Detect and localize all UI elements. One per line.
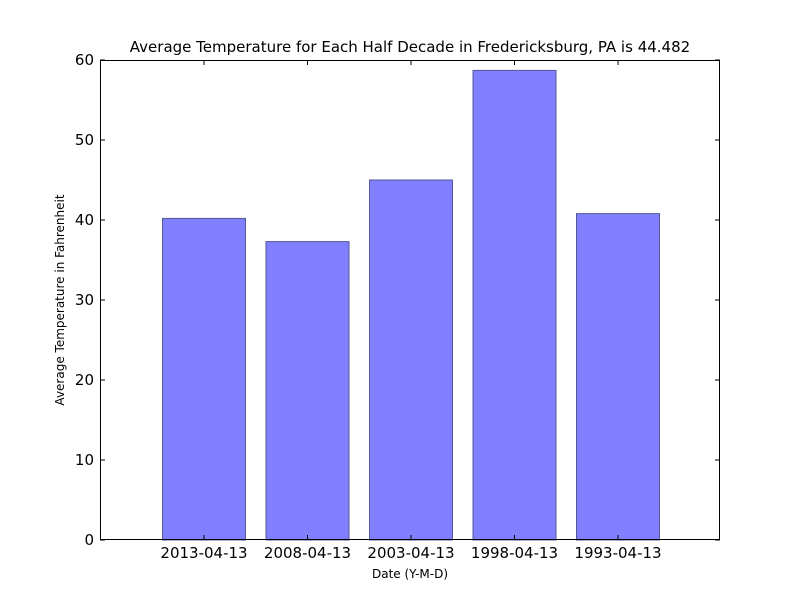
x-axis-label: Date (Y-M-D) <box>372 567 448 581</box>
chart-title: Average Temperature for Each Half Decade… <box>130 38 690 56</box>
bar-2013-04-13 <box>162 217 246 541</box>
y-tick-label-1: 10 <box>75 451 94 469</box>
x-tick-label-4: 1993-04-13 <box>574 544 661 562</box>
y-tick-label-6: 60 <box>75 51 94 69</box>
bar-1993-04-13 <box>576 213 660 541</box>
x-tick-label-3: 1998-04-13 <box>471 544 558 562</box>
ticks-group: 2013-04-13 2008-04-13 2003-04-13 1998-04-13… <box>75 51 720 562</box>
y-axis-label: Average Temperature in Fahrenheit <box>53 194 67 405</box>
bar-2003-04-13 <box>369 179 453 541</box>
x-tick-label-1: 2008-04-13 <box>264 544 351 562</box>
y-tick-label-0: 0 <box>84 531 94 549</box>
bar-2008-04-13 <box>265 241 350 541</box>
bars-group <box>162 69 660 541</box>
x-tick-label-0: 2013-04-13 <box>160 544 247 562</box>
x-tick-label-2: 2003-04-13 <box>367 544 454 562</box>
y-tick-label-5: 50 <box>75 131 94 149</box>
y-tick-label-2: 20 <box>75 371 94 389</box>
y-tick-label-3: 30 <box>75 291 94 309</box>
bar-1998-04-13 <box>472 69 557 541</box>
y-tick-label-4: 40 <box>75 211 94 229</box>
plot-frame <box>100 60 720 540</box>
